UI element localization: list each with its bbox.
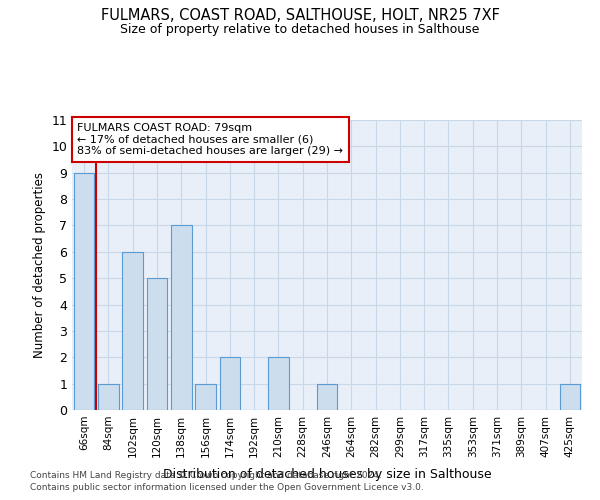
Text: Contains public sector information licensed under the Open Government Licence v3: Contains public sector information licen… <box>30 484 424 492</box>
Text: FULMARS, COAST ROAD, SALTHOUSE, HOLT, NR25 7XF: FULMARS, COAST ROAD, SALTHOUSE, HOLT, NR… <box>101 8 499 22</box>
Text: Contains HM Land Registry data © Crown copyright and database right 2024.: Contains HM Land Registry data © Crown c… <box>30 471 382 480</box>
Bar <box>195 384 216 410</box>
Text: Size of property relative to detached houses in Salthouse: Size of property relative to detached ho… <box>121 22 479 36</box>
Bar <box>317 384 337 410</box>
Bar <box>122 252 143 410</box>
X-axis label: Distribution of detached houses by size in Salthouse: Distribution of detached houses by size … <box>163 468 491 481</box>
Bar <box>98 384 119 410</box>
Bar <box>560 384 580 410</box>
Text: FULMARS COAST ROAD: 79sqm
← 17% of detached houses are smaller (6)
83% of semi-d: FULMARS COAST ROAD: 79sqm ← 17% of detac… <box>77 123 343 156</box>
Bar <box>220 358 240 410</box>
Bar <box>268 358 289 410</box>
Bar <box>74 172 94 410</box>
Bar <box>146 278 167 410</box>
Bar <box>171 226 191 410</box>
Y-axis label: Number of detached properties: Number of detached properties <box>33 172 46 358</box>
